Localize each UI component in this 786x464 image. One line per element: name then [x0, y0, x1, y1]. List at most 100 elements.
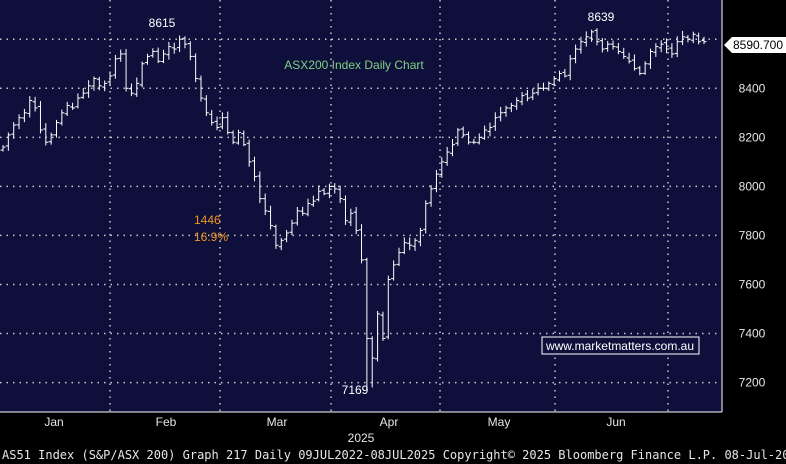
ohlc-bar: [391, 260, 397, 281]
y-tick-label: 7200: [739, 376, 766, 390]
ohlc-bar: [326, 183, 332, 199]
ohlc-bar: [246, 139, 252, 167]
ohlc-bar: [471, 138, 477, 145]
ohlc-bar: [492, 112, 498, 131]
ohlc-bar: [396, 247, 402, 267]
ohlc-bar: [369, 336, 375, 388]
x-tick-label: Apr: [380, 415, 399, 429]
ohlc-bar: [540, 82, 546, 91]
ohlc-bar: [487, 122, 493, 137]
ohlc-bar: [567, 54, 573, 81]
chart-title: ASX200 Index Daily Chart: [284, 58, 424, 72]
low-apr-label: 7169: [342, 383, 369, 397]
ohlc-bar: [134, 77, 140, 97]
ohlc-bar: [375, 310, 381, 362]
ohlc-bar: [332, 183, 338, 194]
ohlc-bar: [658, 40, 664, 53]
ohlc-bar: [444, 146, 450, 166]
ohlc-bar: [273, 224, 279, 249]
x-tick-label: May: [488, 415, 511, 429]
ohlc-bar: [230, 130, 236, 145]
ohlc-bar: [241, 130, 247, 147]
ohlc-bar: [123, 49, 129, 92]
ohlc-bar: [262, 193, 268, 216]
ohlc-bar: [589, 29, 595, 42]
ohlc-bar: [573, 44, 579, 64]
ohlc-bar: [514, 97, 520, 110]
x-tick-label: Mar: [267, 415, 288, 429]
ohlc-bar: [546, 81, 552, 91]
y-tick-label: 7600: [739, 277, 766, 291]
ohlc-bars: [0, 28, 707, 391]
ohlc-bar: [605, 40, 611, 52]
ohlc-bar: [615, 42, 621, 55]
watermark-box: [541, 336, 700, 355]
ohlc-bar: [70, 102, 76, 110]
ohlc-bar: [503, 105, 509, 117]
ohlc-bar: [359, 224, 365, 264]
ohlc-bar: [86, 80, 92, 98]
price-chart: 7200 7400 7600 7800 8000 8200 8400 Jan Feb Mar Ap…: [0, 0, 786, 445]
ohlc-bar: [144, 53, 150, 65]
ohlc-bar: [583, 31, 589, 47]
ohlc-bar: [449, 139, 455, 157]
ohlc-bar: [198, 75, 204, 102]
ohlc-bar: [578, 36, 584, 54]
ohlc-bar: [348, 208, 354, 227]
ohlc-bar: [637, 65, 643, 76]
ohlc-bar: [310, 195, 316, 207]
ohlc-bar: [5, 132, 11, 151]
ohlc-bar: [59, 109, 65, 126]
ohlc-bar: [385, 275, 391, 340]
ohlc-bar: [680, 30, 686, 46]
ohlc-bar: [150, 48, 156, 58]
ohlc-bar: [284, 230, 290, 243]
ohlc-bar: [225, 111, 231, 135]
ohlc-bar: [182, 36, 188, 49]
ohlc-bar: [209, 109, 215, 126]
ohlc-bar: [252, 156, 258, 182]
ohlc-bar: [16, 114, 22, 130]
ohlc-bar: [219, 112, 225, 130]
ohlc-bar: [401, 237, 407, 255]
y-tick-label: 8400: [739, 81, 766, 95]
ohlc-bar: [466, 131, 472, 145]
ohlc-bar: [91, 76, 97, 91]
ohlc-bar: [193, 53, 199, 83]
ohlc-bar: [417, 227, 423, 247]
ohlc-bar: [653, 43, 659, 57]
last-price-value: 8590.700: [733, 38, 783, 52]
ohlc-bar: [171, 42, 177, 54]
ohlc-bar: [289, 219, 295, 236]
ohlc-bar: [664, 38, 670, 54]
ohlc-bar: [551, 76, 557, 87]
ohlc-bar: [631, 54, 637, 71]
ohlc-bar: [353, 206, 359, 235]
ohlc-bar: [674, 36, 680, 58]
ohlc-bar: [530, 88, 536, 101]
watermark-text[interactable]: www.marketmatters.com.au: [545, 339, 694, 353]
x-tick-label: Jan: [44, 415, 63, 429]
drawdown-percent-label: 16.9%: [194, 230, 228, 244]
ohlc-bar: [102, 80, 108, 92]
ohlc-bar: [11, 122, 17, 139]
ohlc-bar: [43, 123, 49, 146]
ohlc-bar: [621, 47, 627, 59]
year-label: 2025: [348, 431, 375, 445]
ohlc-bar: [412, 238, 418, 251]
ohlc-bar: [80, 88, 86, 99]
ohlc-bar: [610, 40, 616, 50]
ohlc-bar: [37, 101, 43, 134]
peak-feb-label: 8615: [149, 16, 176, 30]
ohlc-bar: [562, 68, 568, 78]
y-tick-label: 8200: [739, 130, 766, 144]
ohlc-bar: [508, 102, 514, 113]
ohlc-bar: [594, 28, 600, 46]
ohlc-bar: [21, 108, 27, 123]
ohlc-bar: [696, 32, 702, 45]
ohlc-bar: [524, 90, 530, 102]
bloomberg-footer: AS51 Index (S&P/ASX 200) Graph 217 Daily…: [0, 446, 786, 464]
ohlc-bar: [64, 101, 70, 116]
ohlc-bar: [177, 35, 183, 52]
last-price-tag: 8590.700: [724, 37, 786, 53]
